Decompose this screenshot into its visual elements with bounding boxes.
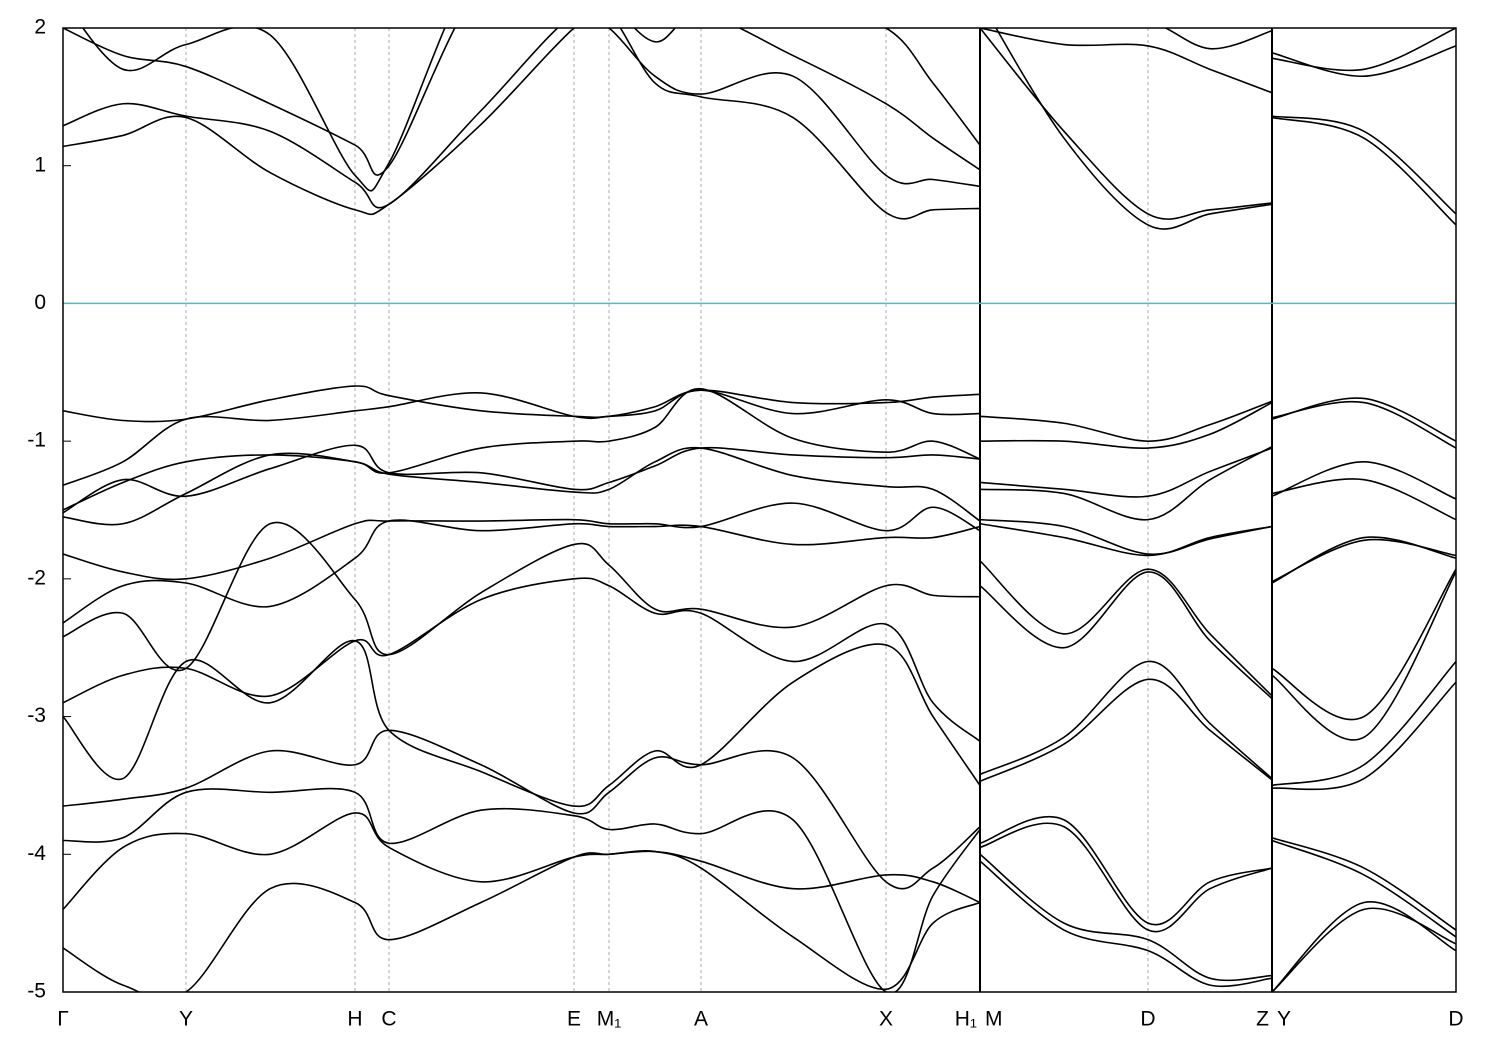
band-line: [63, 850, 1456, 992]
band-line: [63, 502, 1456, 584]
band-line: [63, 521, 1456, 741]
y-tick-label: -3: [27, 704, 46, 727]
x-tick-label: X: [879, 1008, 893, 1031]
y-tick-label: 2: [34, 16, 46, 39]
bands: [63, 28, 1456, 992]
band-line: [63, 28, 1456, 220]
y-tick-label: -4: [27, 842, 46, 865]
x-tick-label: D: [1448, 1008, 1463, 1031]
x-tick-label: H₁: [955, 1008, 977, 1031]
band-line: [63, 577, 1456, 787]
x-tick-label: Z: [1256, 1008, 1269, 1031]
x-tick-label: C: [381, 1008, 396, 1031]
x-tick-label: Y: [179, 1008, 193, 1031]
band-line: [63, 519, 1456, 721]
band-line: [63, 729, 1456, 931]
plot-frame: [62, 27, 1457, 993]
y-tick-label: 1: [34, 153, 46, 176]
band-line: [63, 388, 1456, 511]
band-line: [63, 640, 1456, 808]
labels: 210-1-2-3-4-5Γ Y H C E M₁ A X H₁ M D Z Y D: [27, 16, 1463, 1031]
band-line: [63, 812, 1456, 992]
x-tick-label: M₁: [597, 1008, 622, 1031]
x-tick-label: Γ: [57, 1008, 69, 1031]
band-line: [63, 444, 1456, 521]
y-tick-label: 0: [34, 291, 46, 314]
band-line: [63, 28, 1456, 176]
x-tick-label: E: [567, 1008, 581, 1031]
x-tick-label: H: [347, 1008, 362, 1031]
band-line: [63, 385, 1456, 442]
band-line: [63, 389, 1456, 486]
x-tick-label: Y: [1277, 1008, 1291, 1031]
x-tick-label: D: [1140, 1008, 1155, 1031]
x-tick-label: A: [694, 1008, 708, 1031]
band-line: [81, 28, 1456, 192]
x-tick-label: M: [985, 1008, 1003, 1031]
band-line: [63, 787, 1456, 992]
y-tick-label: -2: [27, 566, 46, 589]
band-line: [63, 28, 1456, 230]
grid: [63, 27, 1456, 993]
y-tick-label: -1: [27, 429, 46, 452]
y-tick-label: -5: [27, 980, 46, 1003]
